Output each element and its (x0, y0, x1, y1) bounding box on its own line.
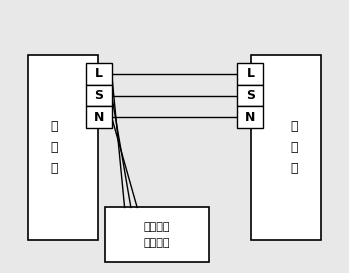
Text: 室
内
机: 室 内 机 (51, 120, 58, 175)
Bar (86, 85, 112, 106)
Text: L: L (95, 67, 103, 80)
Text: S: S (94, 89, 103, 102)
Bar (237, 63, 263, 85)
Bar (237, 85, 263, 106)
Text: L: L (246, 67, 254, 80)
Bar (86, 63, 112, 85)
Text: 室
外
机: 室 外 机 (291, 120, 298, 175)
Bar (28, 55, 98, 240)
Bar (237, 106, 263, 128)
Bar (105, 207, 209, 262)
Text: 空调故障
检测装置: 空调故障 检测装置 (144, 222, 170, 248)
Text: N: N (94, 111, 104, 124)
Bar (251, 55, 321, 240)
Text: N: N (245, 111, 255, 124)
Text: S: S (246, 89, 255, 102)
Bar (86, 106, 112, 128)
